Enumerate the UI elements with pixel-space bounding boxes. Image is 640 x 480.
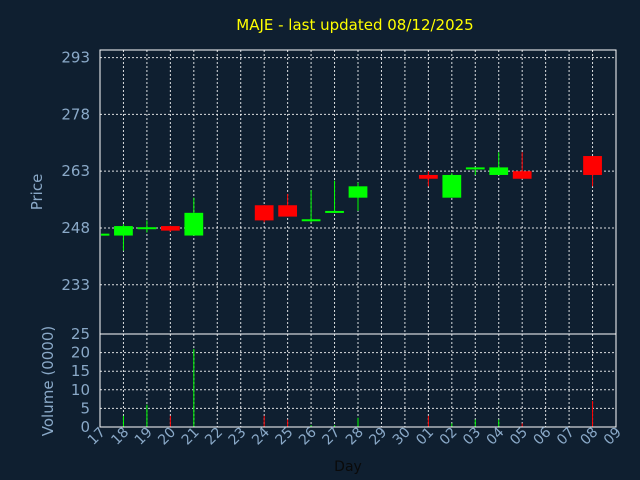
candle-body [489,167,509,175]
price-tick-label: 278 [61,105,90,123]
candle-body [254,205,274,221]
volume-tick-label: 25 [71,325,90,343]
candle-body [160,226,180,231]
price-tick-label: 293 [61,49,90,67]
candle-body [442,174,462,198]
candle-body [583,156,602,175]
x-axis-label: Day [334,459,362,475]
chart-title: MAJE - last updated 08/12/2025 [236,16,473,34]
candle-body [301,219,321,222]
x-tick-labels: 17 18 19 20 21 22 23 24 25 26 27 28 29 30 01 02 03 04 05 06… [85,424,625,448]
candle-body [184,212,204,236]
price-axis-label: Price [28,174,46,211]
candles [99,152,602,251]
candle-body [325,210,344,213]
candle-body [465,167,485,170]
volume-bars [122,348,594,427]
candle-body [348,186,368,198]
volume-tick-label: 20 [71,344,90,362]
volume-tick-label: 10 [71,381,90,399]
price-tick-label: 248 [61,219,90,237]
volume-tick-label: 15 [71,362,90,380]
price-y-ticks: 233 248 263 278 293 [61,49,90,294]
volume-plot-frame [99,333,617,428]
volume-tick-label: 0 [80,418,90,436]
price-panel: 233 248 263 278 293 Price [28,49,617,335]
candle-body [512,171,532,179]
volume-tick-label: 5 [80,399,90,417]
candle-body [114,226,133,236]
price-tick-label: 233 [61,276,90,294]
volume-axis-label: Volume (0000) [39,326,57,436]
candle-body [137,227,157,230]
candle-body [101,233,110,236]
price-tick-label: 263 [61,162,90,180]
candle-body [418,174,438,179]
candle-body [278,205,298,217]
